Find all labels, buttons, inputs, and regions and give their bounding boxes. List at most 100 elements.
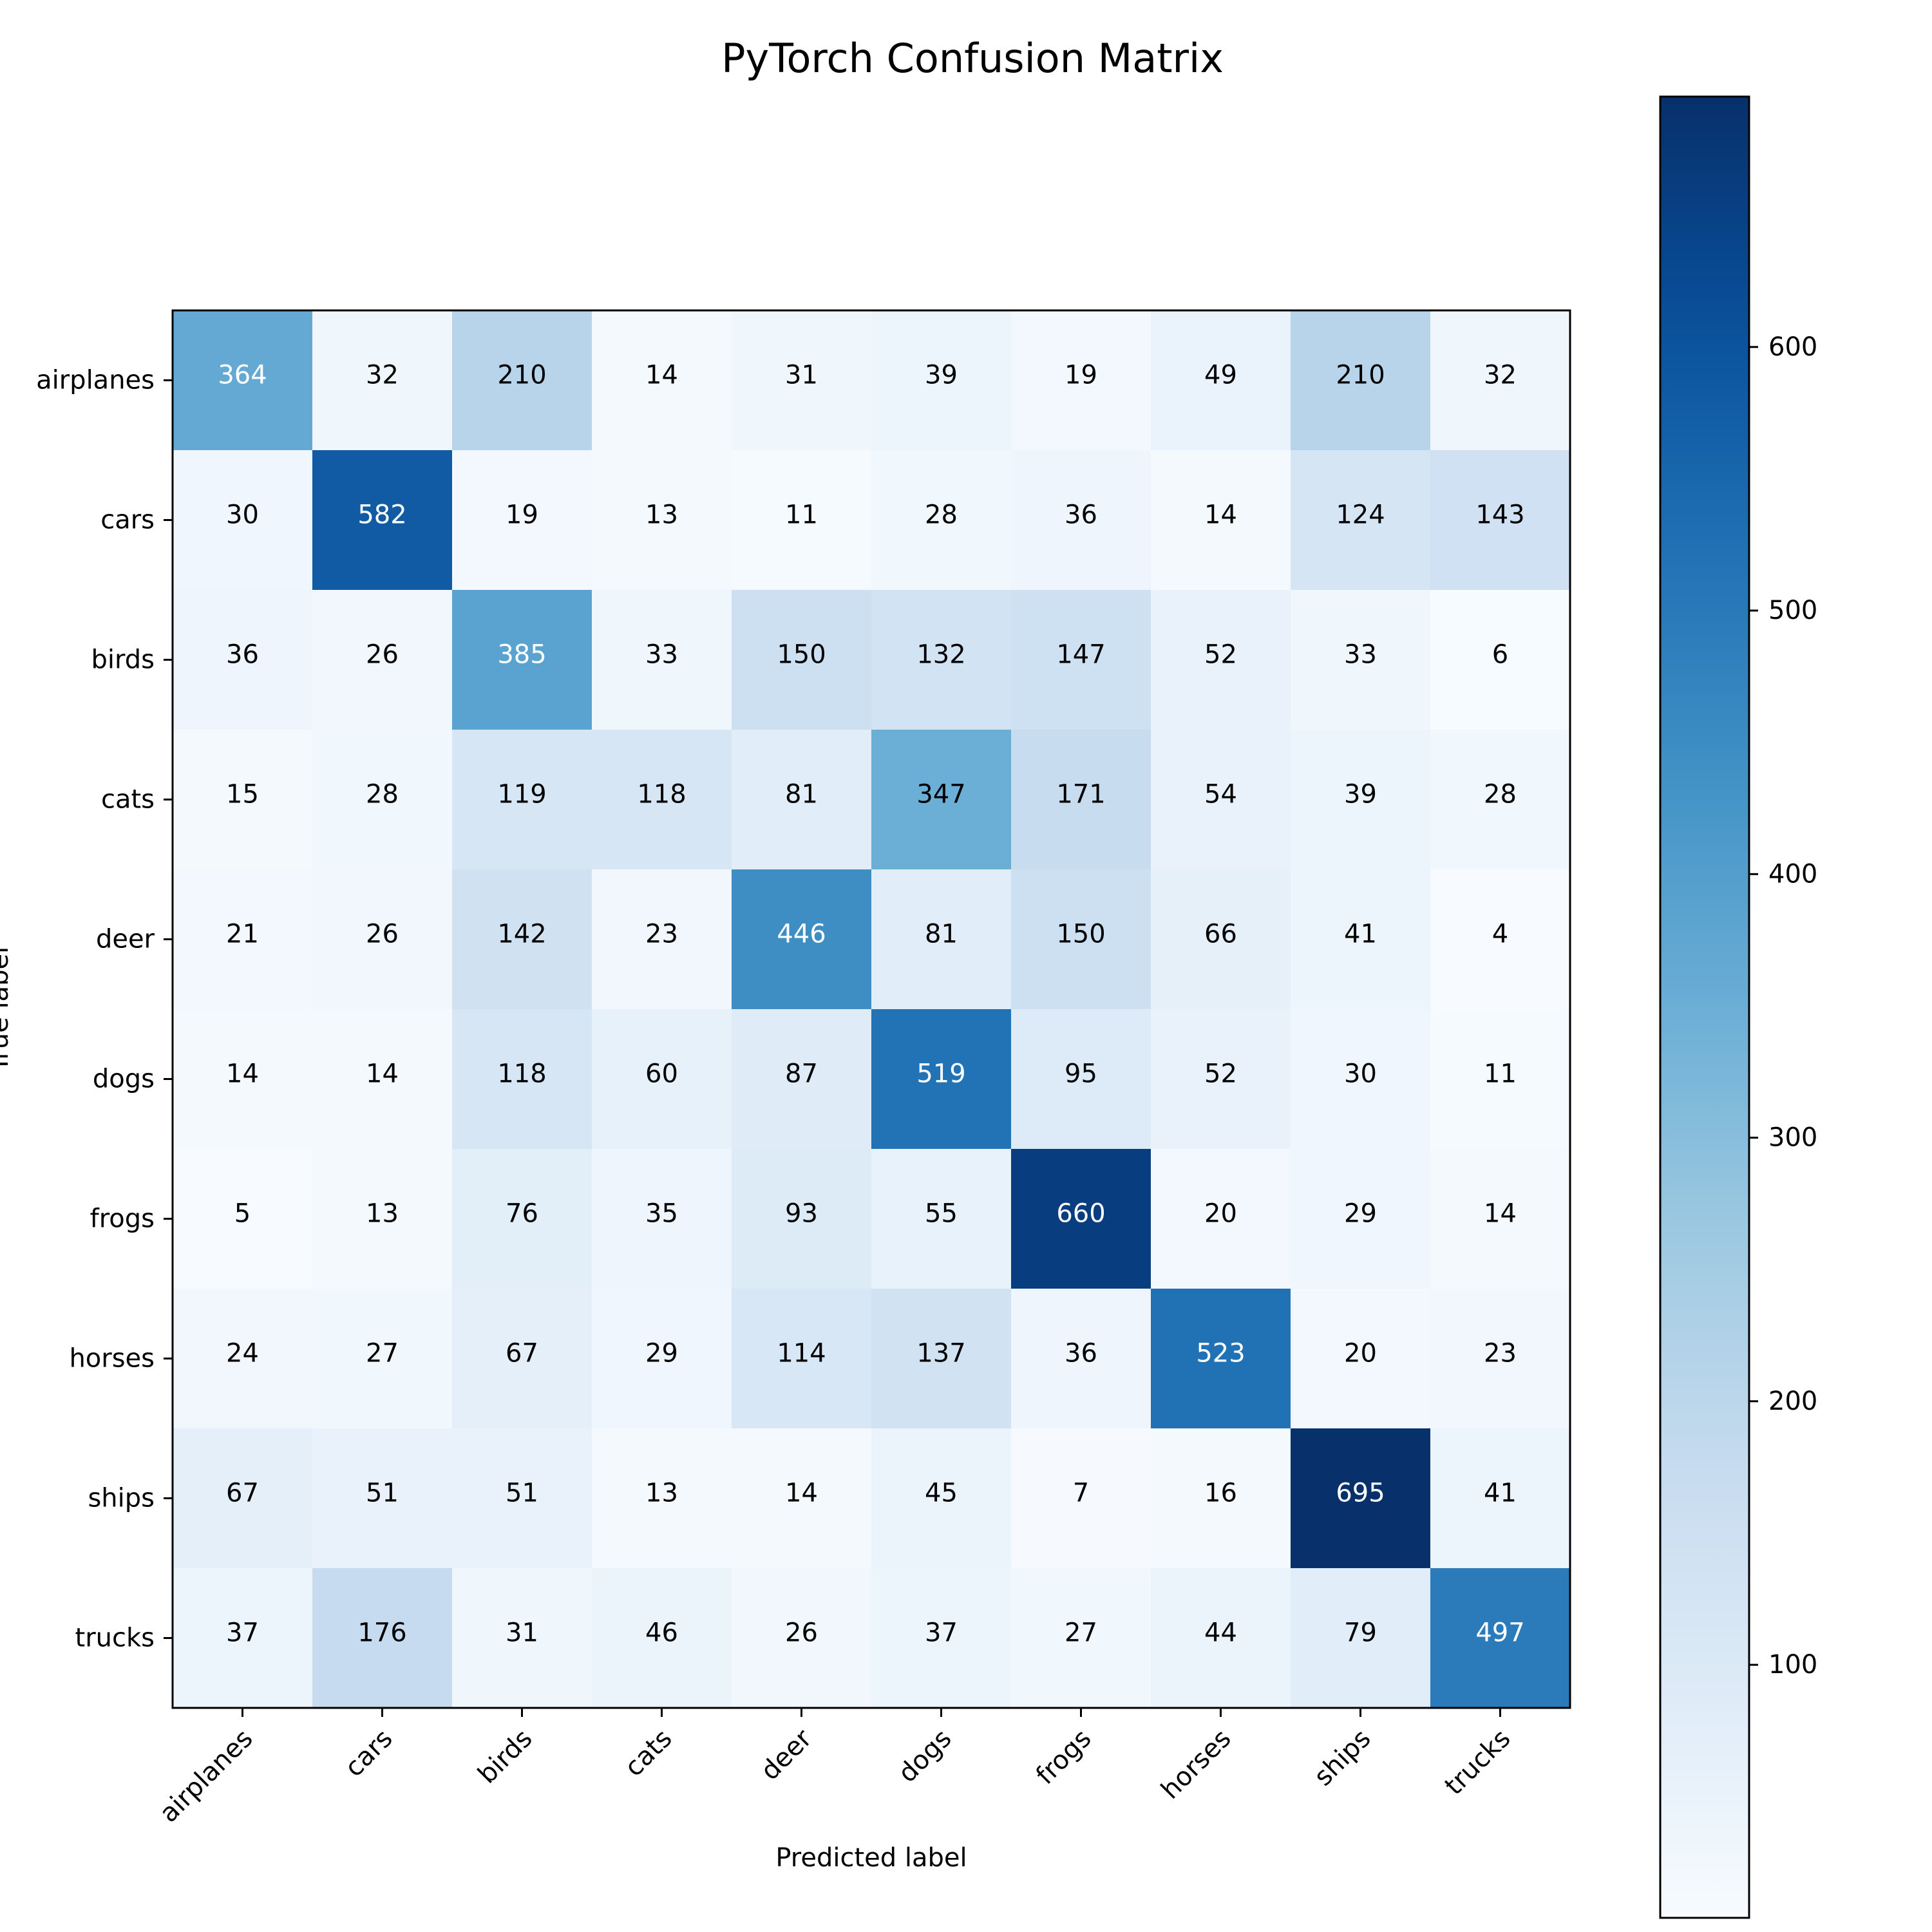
cell-value-label: 67 — [506, 1339, 538, 1368]
heatmap-cell — [871, 730, 1012, 870]
colorbar-tick-label: 200 — [1768, 1387, 1817, 1416]
cell-value-label: 132 — [916, 640, 965, 670]
cell-value-label: 45 — [925, 1479, 958, 1508]
heatmap-cell — [871, 310, 1012, 451]
cell-value-label: 27 — [366, 1339, 399, 1368]
heatmap-cell — [452, 450, 592, 591]
heatmap-cell — [173, 1149, 313, 1289]
heatmap-cell — [173, 1289, 313, 1429]
cell-value-label: 31 — [506, 1618, 538, 1648]
cell-value-label: 446 — [777, 920, 826, 949]
cell-value-label: 143 — [1475, 500, 1524, 530]
x-tick-label: birds — [472, 1724, 538, 1790]
cell-value-label: 210 — [497, 361, 546, 390]
cell-value-label: 119 — [497, 780, 546, 810]
heatmap-cell — [871, 1149, 1012, 1289]
cell-value-label: 51 — [506, 1479, 538, 1508]
y-tick-label: deer — [96, 925, 155, 954]
heatmap-cell — [1011, 730, 1151, 870]
heatmap-cell — [1291, 310, 1431, 451]
heatmap-cell — [312, 730, 453, 870]
heatmap-cell — [1291, 730, 1431, 870]
y-axis-label: True label — [0, 947, 14, 1072]
cell-value-label: 28 — [366, 780, 399, 810]
cell-value-label: 66 — [1204, 920, 1237, 949]
heatmap-cell — [173, 730, 313, 870]
cell-value-label: 695 — [1336, 1479, 1385, 1508]
heatmap-cell — [1151, 1568, 1291, 1709]
cell-value-label: 37 — [925, 1618, 958, 1648]
cell-value-label: 32 — [1484, 361, 1517, 390]
heatmap-cell — [312, 1568, 453, 1709]
cell-value-label: 35 — [645, 1199, 678, 1229]
cell-value-label: 15 — [226, 780, 259, 810]
cell-value-label: 7 — [1073, 1479, 1089, 1508]
cell-value-label: 118 — [637, 780, 686, 810]
cell-value-label: 29 — [645, 1339, 678, 1368]
cell-value-label: 385 — [497, 640, 546, 670]
heatmap-cell — [732, 450, 872, 591]
x-tick-label: airplanes — [154, 1724, 259, 1829]
heatmap-cell — [732, 1009, 872, 1150]
y-tick-label: ships — [88, 1484, 155, 1513]
cell-value-label: 46 — [645, 1618, 678, 1648]
heatmap-cell — [1011, 1428, 1151, 1569]
chart-title: PyTorch Confusion Matrix — [721, 35, 1224, 82]
heatmap-cell — [732, 869, 872, 1010]
x-axis-ticks: airplanes cars birds cats deer dogs frogs horse… — [154, 1708, 1517, 1828]
y-tick-label: dogs — [93, 1065, 155, 1094]
heatmap-cell — [312, 869, 453, 1010]
heatmap-cell — [1151, 1428, 1291, 1569]
heatmap-cell — [1291, 1009, 1431, 1150]
cell-value-label: 31 — [785, 361, 818, 390]
heatmap-cell — [732, 310, 872, 451]
x-tick-label: trucks — [1439, 1724, 1517, 1801]
heatmap-cell — [1430, 1149, 1571, 1289]
heatmap-cell — [1291, 1149, 1431, 1289]
heatmap-cell — [452, 1289, 592, 1429]
colorbar — [1659, 95, 1750, 1919]
cell-value-label: 32 — [366, 361, 399, 390]
cell-value-label: 14 — [366, 1059, 399, 1089]
cell-value-label: 523 — [1196, 1339, 1245, 1368]
heatmap-cell — [1011, 1149, 1151, 1289]
colorbar-tick-label: 100 — [1768, 1650, 1817, 1680]
x-tick-label: cats — [619, 1724, 677, 1783]
heatmap-cell — [312, 450, 453, 591]
heatmap-cell — [173, 450, 313, 591]
cell-value-label: 14 — [1204, 500, 1237, 530]
heatmap-cell — [173, 590, 313, 730]
heatmap-cell — [592, 1289, 732, 1429]
heatmap-cell — [1011, 450, 1151, 591]
cell-value-label: 39 — [1344, 780, 1377, 810]
cell-value-label: 5 — [234, 1199, 251, 1229]
cell-value-label: 27 — [1065, 1618, 1097, 1648]
heatmap-cell — [452, 869, 592, 1010]
heatmap-cell — [871, 590, 1012, 730]
heatmap-cell — [1011, 1289, 1151, 1429]
cell-value-label: 14 — [785, 1479, 818, 1508]
colorbar-tick-label: 400 — [1768, 859, 1817, 889]
heatmap-cell — [173, 1428, 313, 1569]
cell-value-label: 150 — [1056, 920, 1105, 949]
heatmap-cell — [452, 310, 592, 451]
cell-value-label: 33 — [1344, 640, 1377, 670]
heatmap-cell — [452, 590, 592, 730]
cell-value-label: 150 — [777, 640, 826, 670]
x-tick-label: frogs — [1030, 1724, 1097, 1790]
cell-value-label: 582 — [357, 500, 406, 530]
heatmap-cell — [871, 450, 1012, 591]
heatmap-cell — [592, 1149, 732, 1289]
cell-value-label: 79 — [1344, 1618, 1377, 1648]
cell-value-label: 23 — [645, 920, 678, 949]
heatmap-cell — [1151, 450, 1291, 591]
heatmap-cell — [732, 1289, 872, 1429]
heatmap-cell — [871, 1568, 1012, 1709]
heatmap-cell — [871, 869, 1012, 1010]
cell-value-label: 44 — [1204, 1618, 1237, 1648]
heatmap-cell — [173, 310, 313, 451]
heatmap-cell — [452, 1009, 592, 1150]
cell-value-label: 20 — [1204, 1199, 1237, 1229]
cell-value-label: 36 — [226, 640, 259, 670]
y-tick-label: trucks — [75, 1624, 155, 1653]
